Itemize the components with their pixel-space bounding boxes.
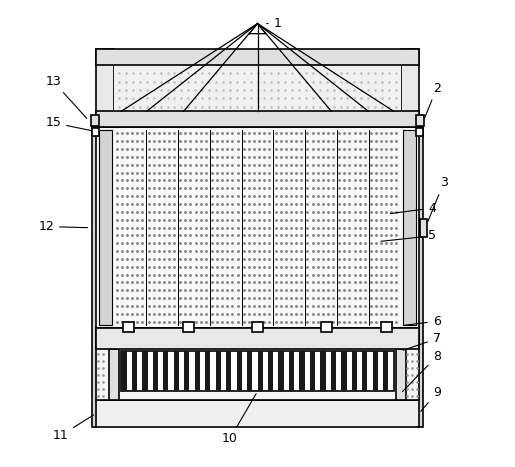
Bar — [341, 351, 347, 391]
Bar — [416, 115, 424, 126]
Bar — [396, 349, 406, 400]
Text: 13: 13 — [45, 75, 87, 119]
Bar — [216, 351, 221, 391]
Bar — [92, 128, 99, 136]
Bar — [279, 351, 284, 391]
Bar — [418, 127, 423, 427]
Bar — [96, 328, 419, 400]
Bar — [142, 351, 148, 391]
Text: 3: 3 — [428, 176, 448, 221]
Bar — [123, 322, 134, 332]
Bar — [401, 49, 419, 127]
Bar — [195, 351, 200, 391]
Bar — [247, 351, 252, 391]
Bar — [92, 127, 97, 427]
Bar — [268, 351, 273, 391]
Bar — [109, 349, 119, 400]
Bar — [96, 127, 419, 328]
Bar — [182, 322, 194, 332]
Bar — [258, 351, 263, 391]
Bar — [174, 351, 179, 391]
Bar — [96, 111, 419, 127]
Bar — [299, 351, 304, 391]
Bar — [362, 351, 367, 391]
Text: 11: 11 — [53, 415, 94, 442]
Bar — [114, 65, 401, 111]
Bar — [331, 351, 336, 391]
Bar — [416, 128, 423, 136]
Bar — [132, 351, 137, 391]
Text: 10: 10 — [222, 394, 256, 446]
Text: 4: 4 — [390, 202, 436, 215]
Text: 6: 6 — [403, 315, 441, 328]
Bar — [163, 351, 168, 391]
Text: 7: 7 — [403, 332, 441, 350]
Bar — [96, 328, 419, 349]
Bar — [320, 351, 325, 391]
Text: 15: 15 — [45, 116, 91, 130]
Bar — [226, 351, 231, 391]
Text: 1: 1 — [267, 17, 282, 30]
Bar — [252, 322, 263, 332]
Bar — [321, 322, 333, 332]
Bar — [289, 351, 294, 391]
Bar — [310, 351, 315, 391]
Bar — [236, 351, 242, 391]
Bar — [381, 322, 392, 332]
Text: 8: 8 — [403, 350, 441, 392]
Bar — [96, 49, 419, 65]
Bar — [383, 351, 388, 391]
Bar — [122, 351, 393, 391]
Text: 9: 9 — [421, 386, 441, 411]
Text: 5: 5 — [381, 229, 436, 242]
Bar — [99, 130, 112, 325]
Bar — [96, 49, 114, 127]
Bar — [153, 351, 158, 391]
Bar — [373, 351, 378, 391]
Bar — [352, 351, 357, 391]
Text: 2: 2 — [425, 82, 441, 118]
Bar — [96, 400, 419, 427]
Bar — [184, 351, 190, 391]
Bar — [91, 115, 99, 126]
Bar — [403, 130, 416, 325]
Bar — [420, 219, 427, 237]
Bar — [205, 351, 211, 391]
Bar — [122, 351, 127, 391]
Text: 12: 12 — [38, 220, 88, 233]
